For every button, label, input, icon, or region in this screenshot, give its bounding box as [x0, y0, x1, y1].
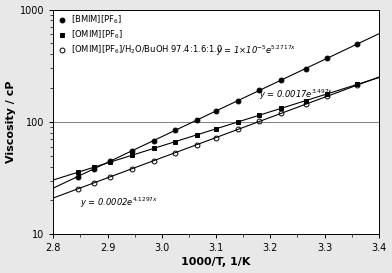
[OMIM][PF$_6$] — [173, 140, 178, 143]
[OMIM][PF$_6$]/H$_2$O/BuOH 97.4:1.6:1.0 — [92, 181, 96, 185]
[OMIM][PF$_6$]/H$_2$O/BuOH 97.4:1.6:1.0 — [195, 143, 200, 146]
[BMIM][PF$_6$] — [355, 42, 359, 46]
Line: [OMIM][PF$_6$]: [OMIM][PF$_6$] — [75, 82, 359, 175]
[OMIM][PF$_6$] — [108, 161, 113, 164]
[OMIM][PF$_6$] — [214, 127, 218, 130]
[OMIM][PF$_6$] — [355, 83, 359, 86]
[BMIM][PF$_6$] — [214, 109, 218, 112]
[OMIM][PF$_6$]/H$_2$O/BuOH 97.4:1.6:1.0 — [257, 120, 262, 123]
[OMIM][PF$_6$]/H$_2$O/BuOH 97.4:1.6:1.0 — [173, 151, 178, 154]
[BMIM][PF$_6$] — [325, 57, 330, 60]
[BMIM][PF$_6$] — [92, 167, 96, 170]
[BMIM][PF$_6$] — [195, 118, 200, 121]
[BMIM][PF$_6$] — [303, 67, 308, 70]
Line: [BMIM][PF$_6$]: [BMIM][PF$_6$] — [75, 42, 359, 179]
[BMIM][PF$_6$] — [257, 89, 262, 92]
[BMIM][PF$_6$] — [235, 99, 240, 102]
[OMIM][PF$_6$] — [75, 171, 80, 174]
Text: y = 0.0017e$^{3.497x}$: y = 0.0017e$^{3.497x}$ — [260, 87, 334, 102]
[OMIM][PF$_6$] — [303, 99, 308, 102]
[OMIM][PF$_6$] — [195, 133, 200, 136]
[OMIM][PF$_6$] — [235, 120, 240, 124]
Text: y = 1×10$^{-5}$e$^{5.2717x}$: y = 1×10$^{-5}$e$^{5.2717x}$ — [216, 43, 296, 58]
[BMIM][PF$_6$] — [108, 159, 113, 163]
[OMIM][PF$_6$]/H$_2$O/BuOH 97.4:1.6:1.0 — [108, 175, 113, 179]
[OMIM][PF$_6$]/H$_2$O/BuOH 97.4:1.6:1.0 — [279, 112, 283, 115]
[OMIM][PF$_6$]/H$_2$O/BuOH 97.4:1.6:1.0 — [325, 94, 330, 98]
[BMIM][PF$_6$] — [173, 129, 178, 132]
[BMIM][PF$_6$] — [151, 139, 156, 142]
[OMIM][PF$_6$]/H$_2$O/BuOH 97.4:1.6:1.0 — [355, 84, 359, 87]
[BMIM][PF$_6$] — [130, 149, 134, 153]
[OMIM][PF$_6$] — [151, 147, 156, 150]
[OMIM][PF$_6$] — [279, 107, 283, 110]
[OMIM][PF$_6$] — [92, 165, 96, 169]
X-axis label: 1000/T, 1/K: 1000/T, 1/K — [181, 257, 251, 268]
Text: y = 0.0002e$^{4.1297x}$: y = 0.0002e$^{4.1297x}$ — [80, 196, 158, 210]
Line: [OMIM][PF$_6$]/H$_2$O/BuOH 97.4:1.6:1.0: [OMIM][PF$_6$]/H$_2$O/BuOH 97.4:1.6:1.0 — [75, 83, 359, 191]
[OMIM][PF$_6$]/H$_2$O/BuOH 97.4:1.6:1.0 — [75, 187, 80, 191]
[OMIM][PF$_6$]/H$_2$O/BuOH 97.4:1.6:1.0 — [151, 159, 156, 162]
[OMIM][PF$_6$]/H$_2$O/BuOH 97.4:1.6:1.0 — [303, 103, 308, 106]
Legend: [BMIM][PF$_6$], [OMIM][PF$_6$], [OMIM][PF$_6$]/H$_2$O/BuOH 97.4:1.6:1.0: [BMIM][PF$_6$], [OMIM][PF$_6$], [OMIM][P… — [56, 12, 224, 58]
Y-axis label: Viscosity / cP: Viscosity / cP — [5, 81, 16, 163]
[BMIM][PF$_6$] — [279, 78, 283, 82]
[OMIM][PF$_6$] — [325, 92, 330, 96]
[BMIM][PF$_6$] — [75, 175, 80, 178]
[OMIM][PF$_6$]/H$_2$O/BuOH 97.4:1.6:1.0 — [130, 167, 134, 170]
[OMIM][PF$_6$]/H$_2$O/BuOH 97.4:1.6:1.0 — [235, 128, 240, 131]
[OMIM][PF$_6$]/H$_2$O/BuOH 97.4:1.6:1.0 — [214, 136, 218, 139]
[OMIM][PF$_6$] — [257, 114, 262, 117]
[OMIM][PF$_6$] — [130, 154, 134, 157]
